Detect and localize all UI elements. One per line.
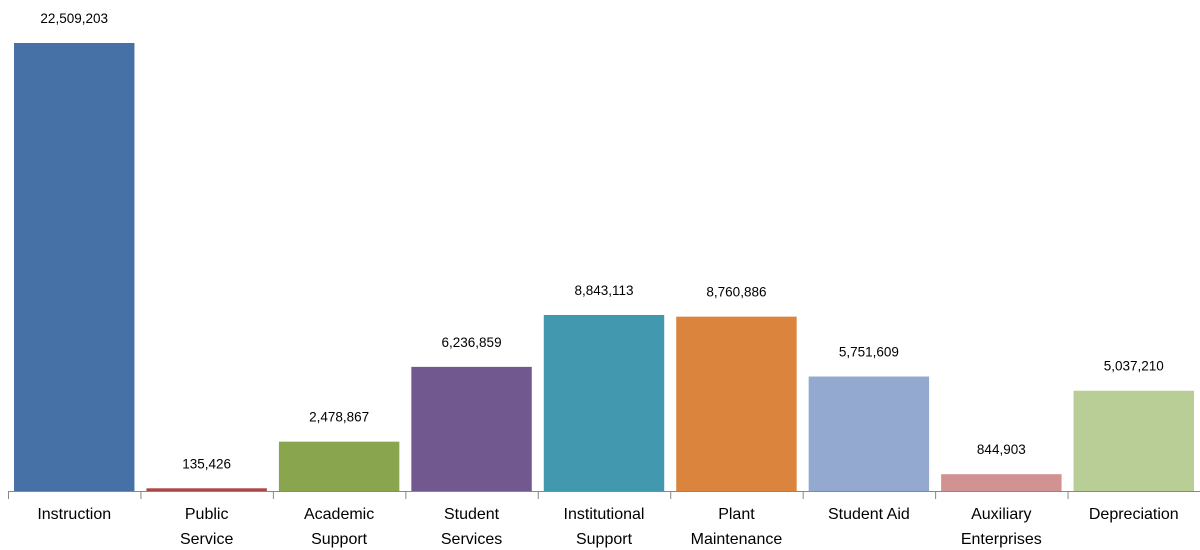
category-label-3-line-1: Services: [441, 531, 502, 548]
category-label-5-line-0: Plant: [718, 506, 755, 523]
value-label-2: 2,478,867: [309, 410, 369, 425]
category-label-5-line-1: Maintenance: [691, 531, 783, 548]
category-label-3: Student Services: [441, 506, 502, 548]
bar-1: [146, 488, 267, 491]
category-label-2-line-1: Support: [311, 531, 368, 548]
category-label-4-line-0: Institutional: [564, 506, 645, 523]
value-label-5: 8,760,886: [706, 285, 766, 300]
category-label-7-line-1: Enterprises: [961, 531, 1042, 548]
category-label-2-line-0: Academic: [304, 506, 374, 523]
bar-3: [411, 366, 532, 491]
value-label-1: 135,426: [182, 456, 231, 471]
category-label-3-line-0: Student: [444, 506, 500, 523]
category-label-1-line-1: Service: [180, 531, 233, 548]
category-label-8-line-0: Depreciation: [1089, 506, 1179, 523]
category-label-1: Public Service: [180, 506, 233, 548]
category-label-4-line-1: Support: [576, 531, 633, 548]
bar-6: [808, 376, 930, 491]
bar-7: [941, 474, 1062, 491]
value-label-4: 8,843,113: [574, 283, 633, 298]
value-label-8: 5,037,210: [1104, 359, 1164, 374]
category-label-0: Instruction: [37, 506, 111, 523]
category-label-1-line-0: Public: [185, 506, 229, 523]
category-label-2: Academic Support: [304, 506, 374, 548]
value-label-3: 6,236,859: [442, 335, 502, 350]
category-label-5: Plant Maintenance: [691, 506, 783, 548]
category-label-8: Depreciation: [1089, 506, 1179, 523]
category-label-6: Student Aid: [828, 506, 910, 523]
category-label-0-line-0: Instruction: [37, 506, 111, 523]
category-label-7: Auxiliary Enterprises: [961, 506, 1042, 548]
value-label-0: 22,509,203: [40, 11, 108, 26]
category-label-7-line-0: Auxiliary: [971, 506, 1031, 523]
value-label-6: 5,751,609: [839, 345, 899, 360]
bar-4: [543, 314, 665, 491]
value-label-7: 844,903: [977, 442, 1026, 457]
category-label-6-line-0: Student Aid: [828, 506, 910, 523]
category-label-4: Institutional Support: [564, 506, 645, 548]
bar-2: [278, 441, 400, 491]
bar-8: [1073, 390, 1194, 491]
bar-5: [676, 316, 797, 491]
bar-0: [14, 43, 135, 491]
